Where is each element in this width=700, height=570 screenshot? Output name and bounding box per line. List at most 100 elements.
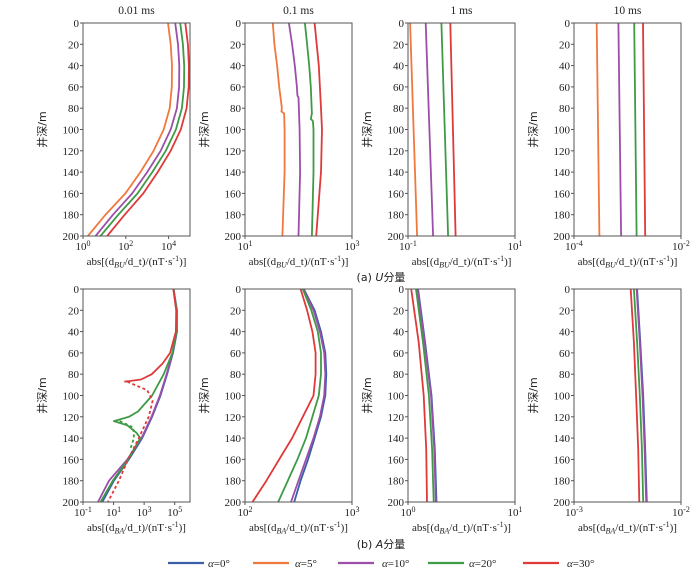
series-line-a10: [424, 23, 434, 236]
series-line-a10: [416, 289, 437, 502]
legend: α=0° α=5° α=10° α=20° α=30°: [168, 558, 594, 570]
series-line-a5: [271, 23, 286, 236]
x-tick-label: 101​: [238, 239, 253, 253]
y-tick-label: 180: [225, 210, 242, 222]
series-line-a5: [87, 23, 173, 236]
x-tick-label: 10-3​: [565, 505, 583, 519]
y-tick-label: 60: [68, 348, 80, 360]
y-tick-label: 60: [230, 348, 242, 360]
x-axis-label: abs[(dBA​/d_t)/(nT·s-1​)]: [578, 520, 677, 536]
series-line-a20: [99, 23, 186, 236]
series-line-a30: [106, 23, 190, 236]
subfigure-caption: (a) U分量: [357, 271, 406, 284]
y-tick-label: 100: [388, 391, 405, 403]
y-tick-label: 160: [63, 454, 80, 466]
y-tick-label: 60: [68, 82, 80, 94]
y-axis-label: 井深/m: [35, 377, 49, 413]
x-tick-label: 10-1​: [399, 239, 417, 253]
panel-a-10: 0 20 40 60 80 100 120 140 160 180 200 井深/m 10-3​ 10-2…: [526, 284, 690, 536]
y-tick-label: 180: [388, 476, 405, 488]
panel-a-0.01: 0 20 40 60 80 100 120 140 160 180 200 井深/m 10-1​ 101​…: [35, 284, 191, 536]
y-tick-label: 200: [554, 231, 571, 243]
x-tick-label: 101​: [508, 239, 523, 253]
series-line-a30: [642, 23, 647, 236]
y-tick-label: 180: [225, 476, 242, 488]
y-tick-label: 120: [225, 146, 242, 158]
series-group: [410, 289, 438, 502]
legend-label-a30: α=30°: [567, 558, 594, 570]
y-tick-label: 160: [554, 188, 571, 200]
y-tick-label: 180: [388, 210, 405, 222]
y-tick-label: 140: [63, 167, 80, 179]
y-tick-label: 180: [554, 476, 571, 488]
y-tick-label: 100: [63, 125, 80, 137]
x-tick-label: 103​: [345, 239, 360, 253]
y-tick-label: 200: [388, 231, 405, 243]
panel-title: 0.01 ms: [118, 5, 155, 17]
y-tick-label: 100: [554, 391, 571, 403]
y-tick-label: 20: [559, 39, 571, 51]
x-axis-label: abs[(dBU​/d_t)/(nT·s-1​)]: [578, 254, 678, 270]
plot-frame: [244, 288, 353, 503]
series-line-a10: [635, 289, 648, 502]
x-axis-label: abs[(dBA​/d_t)/(nT·s-1​)]: [249, 520, 348, 536]
plot-frame: [82, 22, 191, 237]
y-axis-label: 井深/m: [197, 111, 211, 147]
series-line-a20: [633, 289, 645, 502]
series-line-a20: [277, 289, 322, 502]
legend-label-a0: α=0°: [208, 558, 230, 570]
y-tick-label: 20: [68, 305, 80, 317]
x-tick-label: 10-4​: [565, 239, 583, 253]
series-line-a30: [449, 23, 457, 236]
y-tick-label: 100: [388, 125, 405, 137]
y-tick-label: 20: [68, 39, 80, 51]
y-tick-label: 200: [225, 231, 242, 243]
y-tick-label: 140: [225, 167, 242, 179]
y-tick-label: 140: [554, 433, 571, 445]
y-tick-label: 60: [559, 82, 571, 94]
y-tick-label: 140: [388, 433, 405, 445]
panel-a-0.1: 0 20 40 60 80 100 120 140 160 180 200 井深/m 102​ 103​a…: [197, 284, 360, 536]
x-tick-label: 100​: [76, 239, 91, 253]
y-tick-label: 100: [63, 391, 80, 403]
series-line-a10: [617, 23, 622, 236]
x-tick-label: 101​: [106, 505, 121, 519]
panel-u-10: 10 ms 0 20 40 60 80 100 120 140 160 180 200 井深/m 10-4…: [526, 5, 690, 270]
plot-frame: [407, 22, 516, 237]
series-group: [629, 289, 648, 502]
series-line-a30: [124, 289, 178, 383]
y-tick-label: 40: [230, 327, 242, 339]
y-tick-label: 140: [63, 433, 80, 445]
y-tick-label: 0: [565, 284, 571, 296]
y-axis-label: 井深/m: [360, 377, 374, 413]
plot-frame: [82, 288, 191, 503]
series-group: [595, 23, 647, 236]
y-tick-label: 120: [388, 146, 405, 158]
y-tick-label: 20: [230, 305, 242, 317]
y-tick-label: 0: [74, 18, 80, 30]
series-line-a10: [290, 289, 327, 502]
panel-u-1: 1 ms 0 20 40 60 80 100 120 140 160 180 200 井深/m 10-1​…: [360, 5, 523, 270]
y-tick-label: 160: [225, 188, 242, 200]
panel-u-0.01: 0.01 ms 0 20 40 60 80 100 120 140 160 180 200 井深/m 10…: [35, 5, 191, 270]
series-line-a0: [101, 289, 178, 502]
plot-frame: [573, 22, 682, 237]
series-line-a20: [304, 23, 315, 236]
series-group: [271, 23, 323, 236]
y-axis-label: 井深/m: [360, 111, 374, 147]
y-tick-label: 200: [63, 231, 80, 243]
y-tick-label: 80: [68, 369, 80, 381]
y-tick-label: 40: [559, 61, 571, 73]
y-tick-label: 0: [74, 284, 80, 296]
y-tick-label: 60: [393, 348, 405, 360]
series-line-a20-dashed: [119, 420, 135, 450]
y-tick-label: 160: [225, 454, 242, 466]
y-tick-label: 80: [230, 103, 242, 115]
panel-u-0.1: 0.1 ms 0 20 40 60 80 100 120 140 160 180 200 井深/m 101…: [197, 5, 360, 270]
x-axis-label: abs[(dBU​/d_t)/(nT·s-1​)]: [87, 254, 187, 270]
y-tick-label: 80: [559, 103, 571, 115]
x-tick-label: 10-2​: [672, 505, 690, 519]
y-tick-label: 120: [554, 412, 571, 424]
y-tick-label: 20: [393, 305, 405, 317]
